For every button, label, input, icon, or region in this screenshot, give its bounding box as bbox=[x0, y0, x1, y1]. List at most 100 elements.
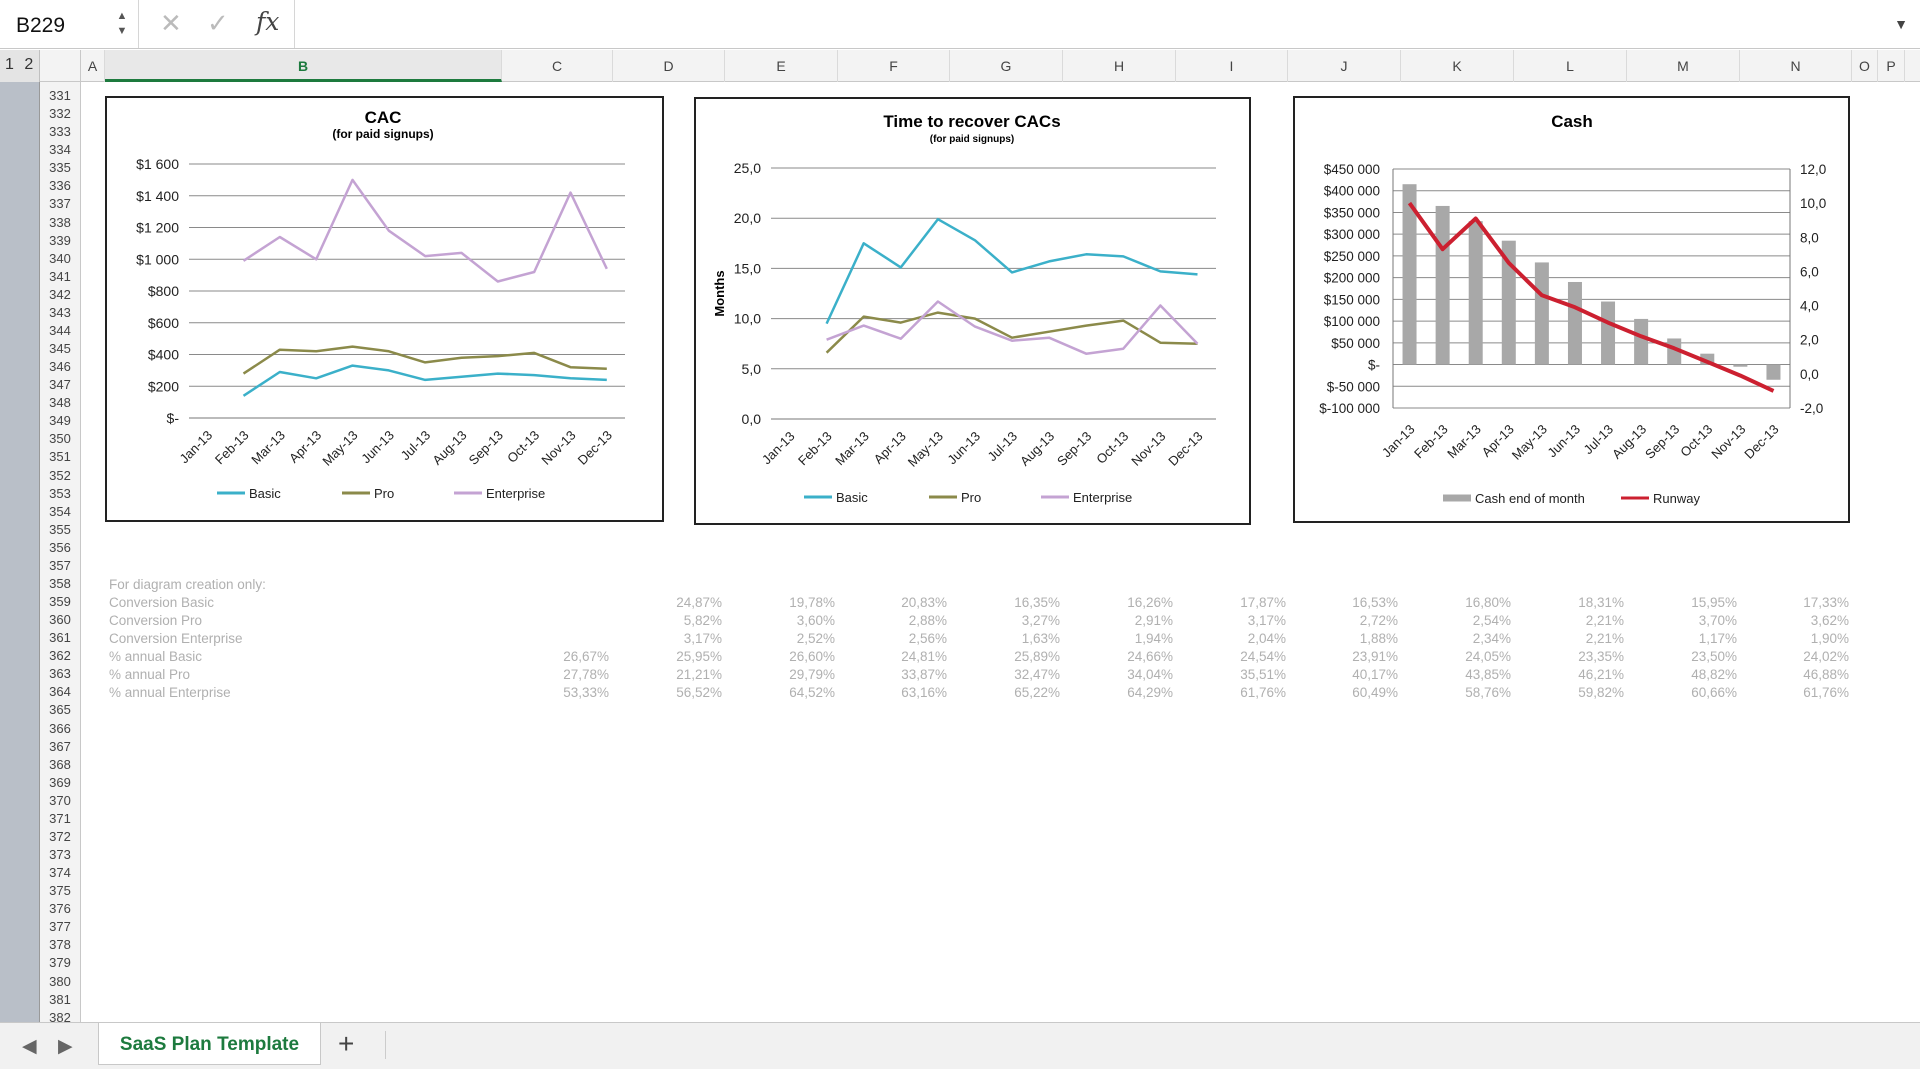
row-header[interactable]: 340 bbox=[49, 250, 71, 266]
row-header[interactable]: 353 bbox=[49, 485, 71, 501]
row-header[interactable]: 336 bbox=[49, 178, 71, 194]
row-header[interactable]: 344 bbox=[49, 322, 71, 338]
row-header[interactable]: 371 bbox=[49, 810, 71, 826]
y-tick-label: 20,0 bbox=[734, 210, 761, 226]
row-header[interactable]: 348 bbox=[49, 395, 71, 411]
chart-svg: Time to recover CACs (for paid signups) 0,… bbox=[712, 112, 1216, 505]
row-header[interactable]: 358 bbox=[49, 575, 71, 591]
row-header[interactable]: 338 bbox=[49, 214, 71, 230]
insert-function-icon[interactable]: fx bbox=[256, 7, 280, 36]
y-tick-label: $1 200 bbox=[136, 220, 179, 236]
column-header-o[interactable]: O bbox=[1852, 50, 1878, 82]
column-header-d[interactable]: D bbox=[613, 50, 725, 82]
column-header-h[interactable]: H bbox=[1063, 50, 1176, 82]
row-header[interactable]: 361 bbox=[49, 630, 71, 646]
row-header[interactable]: 368 bbox=[49, 756, 71, 772]
diagram-row-label: Conversion Enterprise bbox=[109, 631, 243, 646]
select-all-corner[interactable] bbox=[40, 50, 81, 82]
row-header[interactable]: 369 bbox=[49, 774, 71, 790]
row-header[interactable]: 365 bbox=[49, 702, 71, 718]
row-header[interactable]: 351 bbox=[49, 449, 71, 465]
column-header-b[interactable]: B bbox=[105, 50, 502, 82]
row-header[interactable]: 334 bbox=[49, 142, 71, 158]
cancel-icon[interactable]: ✕ bbox=[160, 8, 182, 38]
row-header[interactable]: 381 bbox=[49, 991, 71, 1007]
row-header[interactable]: 377 bbox=[49, 919, 71, 935]
column-header-n[interactable]: N bbox=[1740, 50, 1852, 82]
column-header-i[interactable]: I bbox=[1176, 50, 1288, 82]
previous-sheet-icon[interactable]: ◀ bbox=[22, 1036, 37, 1057]
next-sheet-icon[interactable]: ▶ bbox=[58, 1036, 73, 1057]
column-header-g[interactable]: G bbox=[950, 50, 1063, 82]
row-header[interactable]: 367 bbox=[49, 738, 71, 754]
row-header[interactable]: 366 bbox=[49, 720, 71, 736]
row-header[interactable]: 356 bbox=[49, 539, 71, 555]
chart-cash[interactable]: Cash $-100 000 $-50 000 $- $50 000 $100 000 $1… bbox=[1293, 96, 1850, 523]
row-header[interactable]: 342 bbox=[49, 286, 71, 302]
row-header[interactable]: 364 bbox=[49, 684, 71, 700]
row-header[interactable]: 373 bbox=[49, 847, 71, 862]
column-header-l[interactable]: L bbox=[1514, 50, 1627, 82]
add-sheet-icon[interactable]: + bbox=[338, 1028, 355, 1059]
row-header[interactable]: 332 bbox=[49, 106, 71, 122]
chart-time-to-recover[interactable]: Time to recover CACs (for paid signups) 0,… bbox=[694, 97, 1251, 525]
expand-formula-bar-icon[interactable]: ▼ bbox=[1894, 16, 1908, 32]
row-header[interactable]: 345 bbox=[49, 341, 71, 357]
row-header[interactable]: 379 bbox=[49, 955, 71, 971]
enter-icon[interactable]: ✓ bbox=[207, 8, 229, 38]
row-header[interactable]: 360 bbox=[49, 612, 71, 628]
outline-gutter[interactable] bbox=[0, 82, 40, 1022]
row-header[interactable]: 372 bbox=[49, 828, 71, 844]
row-header[interactable]: 347 bbox=[49, 377, 71, 393]
row-header[interactable]: 370 bbox=[49, 792, 71, 808]
row-header[interactable]: 331 bbox=[49, 88, 71, 104]
row-header[interactable]: 330 bbox=[40, 82, 80, 85]
row-header[interactable]: 363 bbox=[49, 666, 71, 682]
row-header[interactable]: 375 bbox=[49, 883, 71, 899]
column-header-a[interactable]: A bbox=[81, 50, 105, 82]
diagram-cell: 2,88% bbox=[908, 613, 947, 628]
column-header-c[interactable]: C bbox=[502, 50, 613, 82]
row-header[interactable]: 359 bbox=[49, 594, 71, 610]
sheet-grid[interactable]: CAC (for paid signups) $- $200 $400 $600 $800 $… bbox=[81, 82, 1920, 1022]
row-header[interactable]: 380 bbox=[49, 973, 71, 989]
column-header-j[interactable]: J bbox=[1288, 50, 1401, 82]
name-box-stepper-icon[interactable]: ▲ ▼ bbox=[116, 10, 128, 37]
column-header-p[interactable]: P bbox=[1878, 50, 1905, 82]
column-header-k[interactable]: K bbox=[1401, 50, 1514, 82]
row-header[interactable]: 333 bbox=[49, 124, 71, 140]
row-header[interactable]: 337 bbox=[49, 196, 71, 212]
row-header[interactable]: 357 bbox=[49, 557, 71, 573]
formula-input[interactable] bbox=[294, 0, 1874, 48]
name-box[interactable]: B229 bbox=[0, 0, 139, 48]
diagram-cell: 3,60% bbox=[796, 613, 835, 628]
row-header[interactable]: 376 bbox=[49, 901, 71, 917]
row-header[interactable]: 352 bbox=[49, 467, 71, 483]
column-header-m[interactable]: M bbox=[1627, 50, 1740, 82]
row-header[interactable]: 350 bbox=[49, 431, 71, 447]
row-header[interactable]: 355 bbox=[49, 521, 71, 537]
column-header-e[interactable]: E bbox=[725, 50, 838, 82]
column-header-f[interactable]: F bbox=[838, 50, 950, 82]
row-header[interactable]: 339 bbox=[49, 232, 71, 248]
row-header[interactable]: 378 bbox=[49, 937, 71, 953]
outline-level-buttons[interactable]: 1 2 bbox=[0, 50, 40, 82]
tab-saas-plan-template[interactable]: SaaS Plan Template bbox=[98, 1023, 321, 1065]
row-header[interactable]: 335 bbox=[49, 160, 71, 176]
row-header[interactable]: 374 bbox=[49, 865, 71, 881]
x-tick-label: Nov-13 bbox=[1708, 422, 1748, 462]
row-header[interactable]: 346 bbox=[49, 359, 71, 375]
x-tick-label: Oct-13 bbox=[1093, 429, 1131, 467]
y-tick-label: 25,0 bbox=[734, 160, 761, 176]
series-line-basic bbox=[825, 217, 1198, 325]
chart-svg: CAC(for paid signups) $- $200 $400 $600 $800 $… bbox=[136, 108, 625, 501]
row-header[interactable]: 349 bbox=[49, 413, 71, 429]
x-tick-label: Mar-13 bbox=[248, 428, 288, 468]
chart-cac[interactable]: CAC (for paid signups) $- $200 $400 $600 $800 $… bbox=[105, 96, 664, 522]
row-header[interactable]: 354 bbox=[49, 503, 71, 519]
row-header[interactable]: 382 bbox=[49, 1009, 71, 1022]
diagram-cell: 2,56% bbox=[908, 631, 947, 646]
row-header[interactable]: 362 bbox=[49, 648, 71, 664]
row-header[interactable]: 343 bbox=[49, 304, 71, 320]
row-header[interactable]: 341 bbox=[49, 268, 71, 284]
